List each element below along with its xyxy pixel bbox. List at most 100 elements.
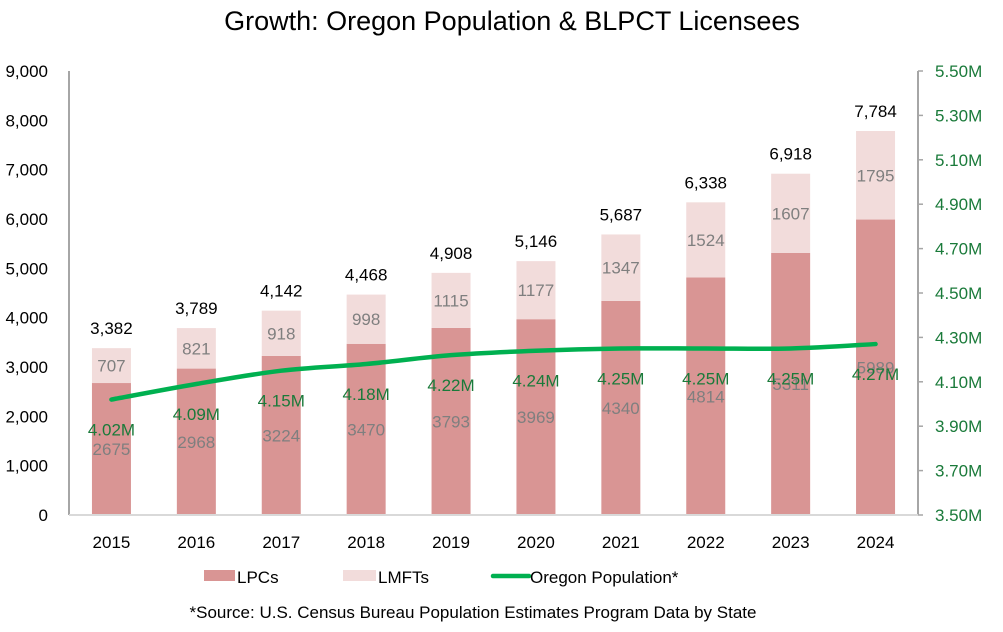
bar-label-lpcs: 2968 — [177, 433, 215, 452]
population-label: 4.02M — [88, 421, 135, 440]
x-tick-label: 2019 — [432, 533, 470, 552]
bar-lpcs — [176, 368, 216, 515]
x-tick-label: 2021 — [602, 533, 640, 552]
bar-label-lmfts: 998 — [352, 310, 380, 329]
x-tick-label: 2020 — [517, 533, 555, 552]
population-label: 4.09M — [173, 405, 220, 424]
bar-lmfts — [771, 173, 811, 253]
population-label: 4.25M — [767, 370, 814, 389]
x-axis-ticks: 2015 2016 2017 2018 2019 2020 2021 2022 2023 2024 — [93, 533, 895, 552]
legend-label-lmfts: LMFTs — [378, 568, 429, 587]
left-tick-label: 7,000 — [5, 161, 48, 180]
legend-item-lpcs[interactable]: LPCs — [204, 568, 279, 587]
legend-label-oregon-population: Oregon Population* — [530, 568, 679, 587]
bar-lmfts — [856, 130, 896, 220]
legend-swatch-lmfts — [343, 570, 376, 581]
bar-label-lpcs: 5311 — [772, 375, 809, 394]
bar-total-label: 5,146 — [515, 232, 558, 251]
bar-label-lpcs: 4814 — [687, 387, 725, 406]
bars — [91, 130, 896, 515]
bar-lmfts — [176, 328, 216, 369]
right-tick-label: 5.30M — [935, 106, 982, 125]
bar-label-lpcs: 3793 — [432, 412, 470, 431]
right-tick-label: 4.70M — [935, 240, 982, 259]
bar-lpcs — [771, 252, 811, 515]
bar-lmfts — [601, 234, 641, 301]
bar-label-lmfts: 707 — [97, 357, 125, 376]
population-line-layer — [109, 341, 878, 402]
bar-lmfts — [686, 202, 726, 278]
population-label: 4.24M — [512, 372, 559, 391]
legend: LPCs LMFTs Oregon Population* — [204, 568, 679, 587]
left-tick-label: 0 — [39, 506, 48, 525]
right-tick-label: 3.90M — [935, 417, 982, 436]
population-label: 4.22M — [427, 376, 474, 395]
bar-total-label: 3,382 — [90, 319, 133, 338]
bar-label-lpcs: 5989 — [857, 358, 895, 377]
left-tick-label: 9,000 — [5, 62, 48, 81]
bar-lpcs — [686, 277, 726, 515]
population-label: 4.15M — [258, 392, 305, 411]
left-tick-label: 6,000 — [5, 210, 48, 229]
right-tick-label: 4.30M — [935, 328, 982, 347]
x-tick-label: 2018 — [347, 533, 385, 552]
bar-lpcs — [261, 355, 301, 515]
population-label: 4.25M — [682, 370, 729, 389]
bar-label-lmfts: 1524 — [687, 231, 725, 250]
x-tick-label: 2016 — [177, 533, 215, 552]
bar-label-lpcs: 2675 — [93, 440, 131, 459]
right-tick-label: 5.50M — [935, 62, 982, 81]
right-tick-label: 4.90M — [935, 195, 982, 214]
bar-lpcs — [91, 383, 131, 515]
left-tick-label: 5,000 — [5, 259, 48, 278]
bar-lpcs — [431, 327, 471, 515]
bar-total-label: 3,789 — [175, 299, 218, 318]
bar-lpcs — [856, 219, 896, 515]
right-tick-label: 3.50M — [935, 506, 982, 525]
chart-title: Growth: Oregon Population & BLPCT Licens… — [224, 6, 800, 36]
left-tick-label: 1,000 — [5, 457, 48, 476]
legend-label-lpcs: LPCs — [237, 568, 279, 587]
legend-swatch-lpcs — [204, 570, 235, 581]
legend-item-lmfts[interactable]: LMFTs — [343, 568, 429, 587]
source-footnote: *Source: U.S. Census Bureau Population E… — [190, 603, 757, 622]
population-label: 4.27M — [852, 365, 899, 384]
bar-label-lpcs: 3470 — [347, 420, 385, 439]
population-label: 4.18M — [343, 385, 390, 404]
left-tick-label: 2,000 — [5, 407, 48, 426]
legend-item-oregon-population[interactable]: Oregon Population* — [490, 568, 679, 587]
bar-total-label: 5,687 — [600, 205, 643, 224]
left-tick-label: 8,000 — [5, 111, 48, 130]
right-tick-label: 3.70M — [935, 462, 982, 481]
bar-label-lpcs: 4340 — [602, 399, 640, 418]
bar-total-label: 6,918 — [769, 145, 812, 164]
bar-total-label: 6,338 — [684, 173, 727, 192]
x-tick-label: 2017 — [262, 533, 300, 552]
bar-label-lmfts: 1607 — [772, 204, 810, 223]
bar-lmfts — [516, 261, 556, 320]
x-tick-label: 2023 — [772, 533, 810, 552]
bar-label-lmfts: 918 — [267, 324, 295, 343]
x-tick-label: 2015 — [93, 533, 131, 552]
population-label: 4.25M — [597, 370, 644, 389]
population-line — [109, 341, 878, 402]
bar-lpcs — [601, 300, 641, 515]
left-axis-ticks: 0 1,000 2,000 3,000 4,000 5,000 6,000 7,000 8,00… — [5, 62, 48, 525]
bar-total-label: 7,784 — [854, 102, 897, 121]
bar-total-label: 4,142 — [260, 282, 303, 301]
x-tick-label: 2024 — [857, 533, 895, 552]
bar-total-label: 4,908 — [430, 244, 473, 263]
bar-label-lmfts: 1795 — [857, 166, 895, 185]
x-tick-label: 2022 — [687, 533, 725, 552]
bar-lmfts — [261, 310, 301, 356]
bar-label-lmfts: 1115 — [433, 291, 468, 310]
bar-label-lmfts: 821 — [182, 339, 210, 358]
bar-lpcs — [346, 343, 386, 515]
bar-label-lmfts: 1347 — [602, 259, 640, 278]
left-tick-label: 4,000 — [5, 309, 48, 328]
right-tick-label: 4.10M — [935, 373, 982, 392]
bar-lmfts — [91, 348, 131, 384]
left-tick-label: 3,000 — [5, 358, 48, 377]
right-tick-label: 4.50M — [935, 284, 982, 303]
